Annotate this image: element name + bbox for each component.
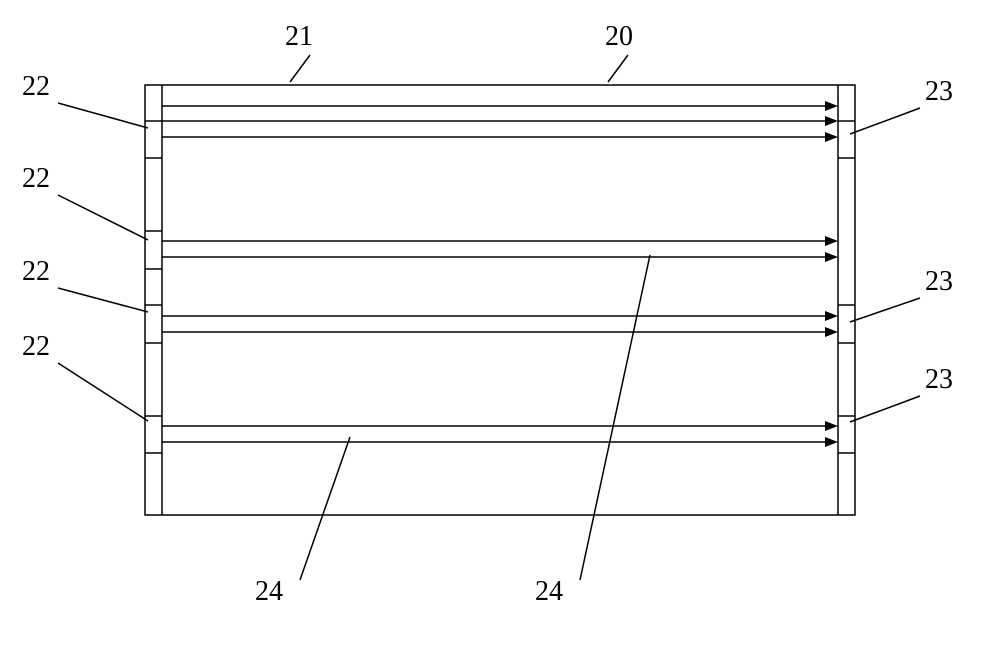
callout-leader <box>58 103 148 128</box>
callout-leader <box>850 108 920 134</box>
callout-label: 22 <box>22 71 50 102</box>
callout-leader <box>580 255 650 580</box>
arrowhead <box>825 101 838 111</box>
callout-label: 23 <box>925 364 953 395</box>
arrowhead <box>825 327 838 337</box>
arrowhead <box>825 116 838 126</box>
callout-label: 22 <box>22 163 50 194</box>
diagram-canvas: 21 20 22 22 22 22 23 23 23 24 24 <box>0 0 1000 651</box>
callout-label: 21 <box>285 21 313 52</box>
callout-leader <box>850 298 920 322</box>
callout-label: 22 <box>22 256 50 287</box>
callout-label: 24 <box>255 576 283 607</box>
arrowhead <box>825 437 838 447</box>
arrowhead <box>825 252 838 262</box>
callout-leader <box>290 55 310 82</box>
callout-leader <box>58 363 148 421</box>
callout-label: 22 <box>22 331 50 362</box>
callout-leader <box>58 195 148 240</box>
arrowhead <box>825 132 838 142</box>
callout-label: 24 <box>535 576 563 607</box>
callout-leader <box>608 55 628 82</box>
callout-leader <box>850 396 920 422</box>
callout-label: 20 <box>605 21 633 52</box>
callout-leader <box>300 437 350 580</box>
callout-label: 23 <box>925 266 953 297</box>
callout-label: 23 <box>925 76 953 107</box>
main-box <box>145 85 855 515</box>
arrowhead <box>825 236 838 246</box>
arrowhead <box>825 311 838 321</box>
callout-leader <box>58 288 148 312</box>
arrowhead <box>825 421 838 431</box>
